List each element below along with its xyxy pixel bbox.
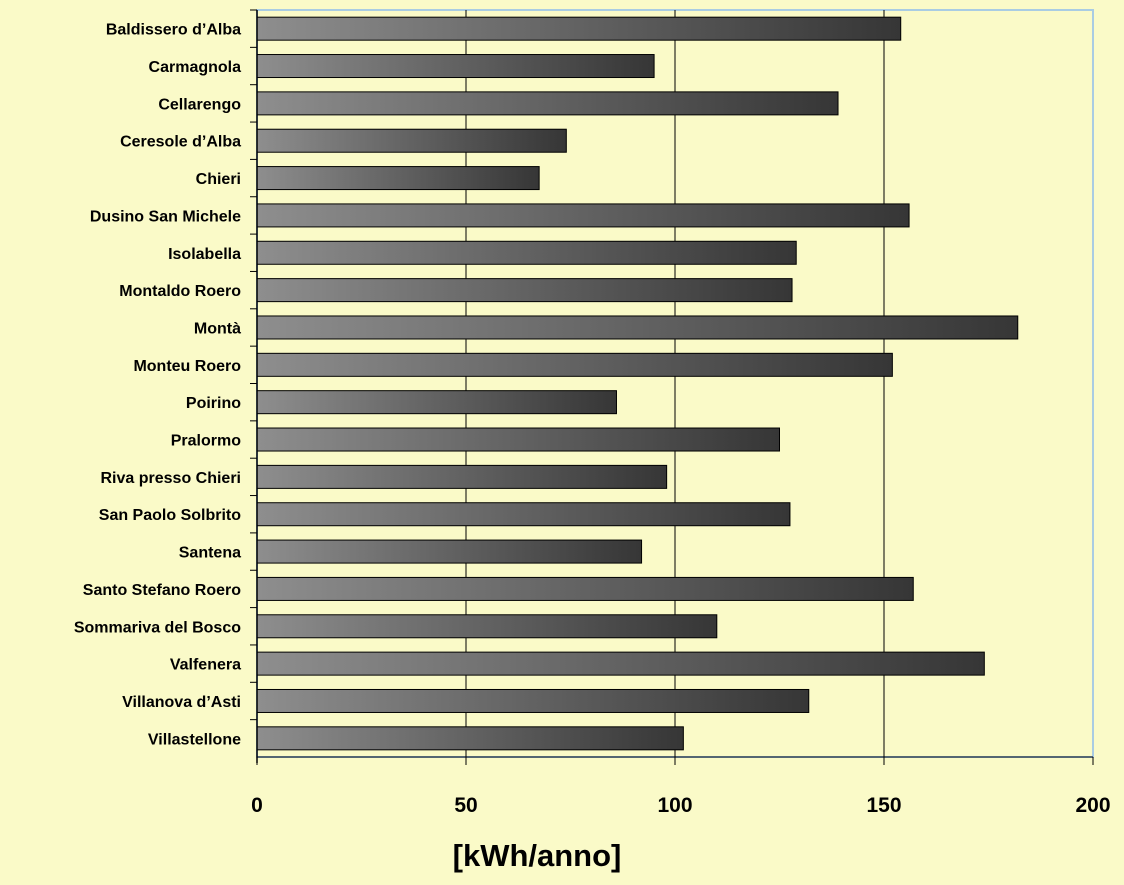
category-label: Cellarengo xyxy=(158,96,241,113)
bar xyxy=(256,464,668,489)
bar xyxy=(256,128,567,153)
category-label: Dusino San Michele xyxy=(90,208,241,225)
category-label: San Paolo Solbrito xyxy=(99,507,241,524)
category-label: Santena xyxy=(179,545,241,562)
bar xyxy=(256,726,684,751)
category-label: Baldissero d’Alba xyxy=(106,22,241,39)
category-label: Villanova d’Asti xyxy=(122,694,241,711)
bar xyxy=(256,278,793,303)
category-labels: Baldissero d’Alba Carmagnola Cellarengo Cer… xyxy=(74,22,241,749)
bar xyxy=(256,539,643,564)
bar xyxy=(256,614,718,639)
bar xyxy=(256,166,540,191)
x-tick-label: 200 xyxy=(1075,794,1110,817)
bar xyxy=(256,203,910,228)
tick-marks xyxy=(250,9,1094,765)
bars xyxy=(256,16,1019,751)
category-label: Santo Stefano Roero xyxy=(83,582,241,599)
bar xyxy=(256,91,839,116)
category-label: Monteu Roero xyxy=(133,358,241,375)
bar xyxy=(256,688,810,713)
category-label: Villastellone xyxy=(148,731,241,748)
category-label: Chieri xyxy=(196,171,241,188)
bar xyxy=(256,576,914,601)
bar xyxy=(256,352,893,377)
bar xyxy=(256,240,797,265)
category-label: Valfenera xyxy=(170,657,241,674)
x-axis-title: [kWh/anno] xyxy=(453,838,622,873)
bar xyxy=(256,427,780,452)
bar xyxy=(256,315,1019,340)
bar xyxy=(256,651,985,676)
bar xyxy=(256,16,902,41)
category-label: Ceresole d’Alba xyxy=(120,134,241,151)
x-tick-label: 100 xyxy=(657,794,692,817)
category-label: Riva presso Chieri xyxy=(101,470,242,487)
bar xyxy=(256,390,617,415)
category-label: Sommariva del Bosco xyxy=(74,619,241,636)
category-label: Pralormo xyxy=(171,433,241,450)
x-tick-label: 50 xyxy=(454,794,477,817)
x-tick-label: 0 xyxy=(251,794,263,817)
bar xyxy=(256,54,655,79)
bar xyxy=(256,502,791,527)
x-tick-label: 150 xyxy=(866,794,901,817)
category-label: Poirino xyxy=(186,395,241,412)
category-label: Carmagnola xyxy=(149,59,242,76)
category-label: Montà xyxy=(194,320,241,337)
category-label: Montaldo Roero xyxy=(119,283,241,300)
category-label: Isolabella xyxy=(168,246,241,263)
x-tick-labels: 0 50 100 150 200 xyxy=(251,794,1110,817)
